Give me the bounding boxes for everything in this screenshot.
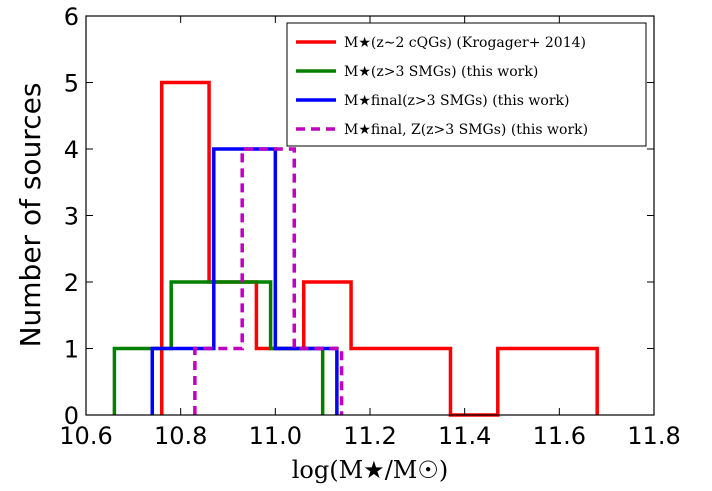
x-tick-label: 11.8: [627, 422, 680, 450]
legend-label-3: M★final, Z(z>3 SMGs) (this work): [344, 122, 588, 138]
x-tick-label: 11.2: [343, 422, 396, 450]
series-line-3: [193, 147, 344, 415]
y-tick-label: 4: [64, 136, 79, 164]
legend-label-1: M★(z>3 SMGs) (this work): [344, 64, 538, 80]
y-tick-label: 6: [64, 3, 79, 31]
y-tick-label: 3: [64, 203, 79, 231]
y-axis-title: Number of sources: [14, 83, 47, 348]
x-tick-label: 10.8: [154, 422, 207, 450]
x-axis-title: log(M★/M☉): [292, 456, 448, 484]
legend: M★(z∼2 cQGs) (Krogager+ 2014) M★(z>3 SMGs…: [286, 22, 647, 147]
x-tick-label: 11.6: [533, 422, 586, 450]
series-layer: [112, 80, 599, 417]
y-tick-label: 0: [64, 402, 79, 430]
x-tick-label: 11.4: [438, 422, 491, 450]
legend-frame: [286, 22, 647, 147]
series-line-0: [159, 80, 599, 417]
y-tick-label: 1: [64, 336, 79, 364]
legend-label-0: M★(z∼2 cQGs) (Krogager+ 2014): [344, 35, 586, 51]
y-tick-label: 2: [64, 269, 79, 297]
x-tick-label: 10.6: [59, 422, 112, 450]
y-tick-label: 5: [64, 70, 79, 98]
legend-label-2: M★final(z>3 SMGs) (this work): [344, 93, 569, 109]
ticks-layer: 10.6 10.8 11.0 11.2 11.4 11.6 11.8 0 1 2 3 4 5 6: [59, 3, 680, 450]
x-tick-label: 11.0: [249, 422, 302, 450]
legend-entries: M★(z∼2 cQGs) (Krogager+ 2014) M★(z>3 SMGs…: [296, 35, 588, 138]
